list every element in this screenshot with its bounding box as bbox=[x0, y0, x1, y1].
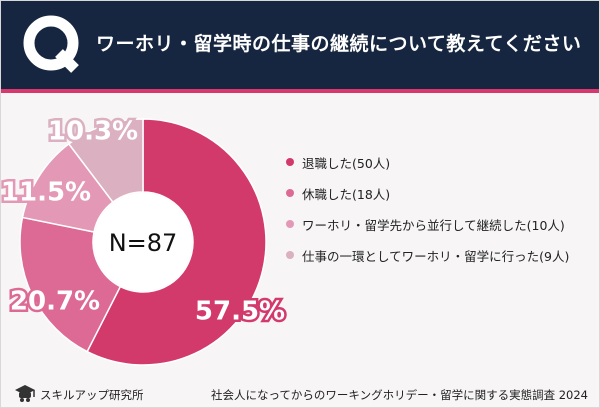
legend-dot-icon bbox=[286, 189, 294, 197]
slice-value-label: 10.3% bbox=[48, 117, 138, 147]
slice-value-label: 11.5% bbox=[1, 178, 91, 208]
accent-stripe bbox=[1, 89, 599, 93]
donut-slice bbox=[67, 118, 144, 204]
legend-label: 退職した(50人) bbox=[302, 156, 391, 171]
donut-hole bbox=[94, 193, 192, 291]
legend-item: ワーホリ・留学先から並行して継続した(10人) bbox=[286, 214, 592, 235]
slice-value-label: 57.5% bbox=[195, 297, 285, 327]
slice-value-label: 20.7% bbox=[10, 287, 100, 317]
legend-item: 仕事の一環としてワーホリ・留学に行った(9人) bbox=[286, 245, 592, 266]
brand-name: スキルアップ研究所 bbox=[40, 388, 144, 402]
graduation-cap-icon bbox=[15, 385, 35, 402]
donut-slice bbox=[86, 118, 267, 366]
question-title: ワーホリ・留学時の仕事の継続について教えてください bbox=[96, 33, 582, 55]
chart-legend: 退職した(50人) 休職した(18人) ワーホリ・留学先から並行して継続した(10人… bbox=[286, 152, 592, 276]
legend-label: 休職した(18人) bbox=[302, 187, 391, 202]
question-header: ワーホリ・留学時の仕事の継続について教えてください bbox=[1, 1, 599, 89]
legend-item: 退職した(50人) bbox=[286, 152, 592, 173]
legend-dot-icon bbox=[286, 158, 294, 166]
legend-dot-icon bbox=[286, 251, 294, 259]
legend-dot-icon bbox=[286, 220, 294, 228]
q-badge bbox=[23, 15, 79, 73]
legend-label: 仕事の一環としてワーホリ・留学に行った(9人) bbox=[302, 249, 570, 264]
survey-source: 社会人になってからのワーキングホリデー・留学に関する実態調査 2024 bbox=[211, 388, 588, 402]
legend-label: ワーホリ・留学先から並行して継続した(10人) bbox=[302, 218, 565, 233]
donut-slice bbox=[19, 216, 122, 353]
center-label: N=87 bbox=[109, 229, 178, 257]
legend-item: 休職した(18人) bbox=[286, 183, 592, 204]
